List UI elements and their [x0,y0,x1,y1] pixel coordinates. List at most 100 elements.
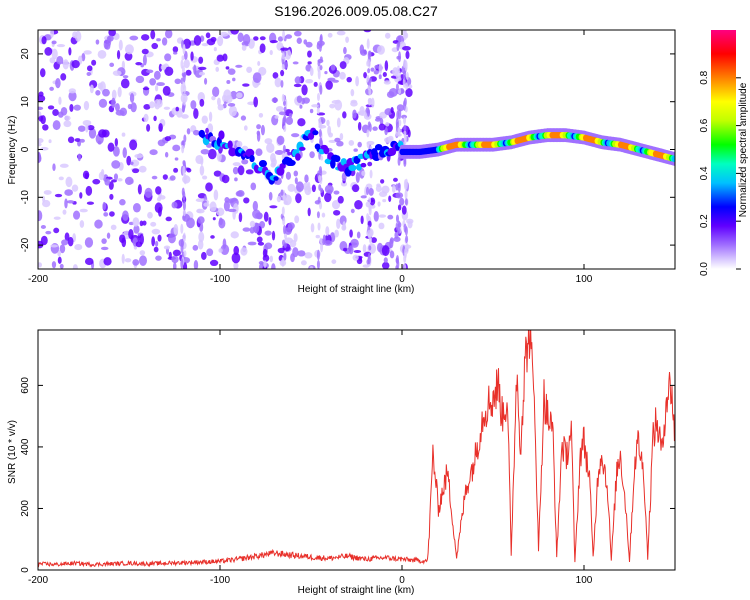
noise-blob [274,115,279,119]
chart-title: S196.2026.009.05.08.C27 [274,3,438,19]
noise-blob [149,149,158,156]
snr-frame [37,329,676,571]
noise-blob [56,55,64,65]
noise-blob [285,116,294,125]
noise-blob [329,103,336,109]
noise-blob [307,207,311,217]
noise-blob [253,96,258,108]
y-tick-label: -10 [20,190,31,205]
streak-blob [403,59,407,69]
noise-blob [362,264,370,268]
noise-blob [296,95,303,103]
noise-blob [315,234,321,239]
noise-blob [381,185,390,194]
noise-blob [156,99,163,108]
noise-blob [156,82,165,87]
noise-blob [174,78,181,85]
noise-blob [162,85,171,96]
noise-blob [307,50,312,58]
noise-blob [330,64,336,71]
streak-blob [182,72,186,83]
noise-blob [259,36,266,41]
noise-blob [190,51,194,61]
noise-blob [401,205,407,215]
noise-blob [71,60,80,69]
noise-blob [58,96,62,105]
noise-blob [57,250,62,257]
noise-blob [40,225,46,230]
noise-blob [359,106,365,116]
noise-blob [336,30,346,36]
noise-blob [106,232,111,239]
streak-blob [283,242,287,249]
x-tick-label: 0 [399,274,405,285]
colorbar: 0.0 0.2 0.4 0.6 0.8 Normalized spectral ampl… [699,30,749,276]
noise-blob [154,240,159,247]
noise-blob [142,220,147,226]
noise-blob [84,257,94,266]
noise-blob [271,263,276,269]
noise-blob [377,45,385,55]
colorbar-ticks: 0.0 0.2 0.4 0.6 0.8 [699,70,741,276]
streak-blob [320,241,324,253]
noise-blob [153,115,157,122]
streak-blob [180,223,184,234]
noise-blob [200,149,210,155]
noise-blob [124,52,133,61]
noise-blob [41,36,47,45]
noise-blob [309,151,315,159]
noise-blob [40,235,48,246]
noise-blob [332,79,339,83]
colorbar-tick-label: 0.8 [699,70,710,84]
noise-blob [133,225,140,234]
noise-blob [151,236,156,247]
noise-blob [124,258,132,263]
noise-blob [401,114,408,119]
noise-blob [82,119,92,126]
noise-blob [142,87,150,91]
noise-blob [202,175,208,180]
y-tick-label: 200 [20,500,31,517]
streak-blob [319,237,323,244]
noise-blob [385,122,390,127]
noise-blob [309,67,314,77]
ridge-core [671,155,675,163]
streak-blob [368,123,372,132]
noise-blob [372,126,378,131]
noise-blob [83,50,92,55]
streak-blob [319,137,323,145]
noise-blob [150,30,156,40]
streak-blob [283,252,287,261]
colorbar-tick-label: 0.2 [699,214,710,228]
streak-blob [405,178,409,190]
noise-blob [339,132,344,141]
noise-blob [357,141,362,148]
noise-blob [256,124,262,130]
streak-blob [180,242,184,254]
noise-blob [381,245,390,257]
noise-blob [158,123,163,132]
noise-blob [278,111,286,116]
noise-blob [313,81,318,87]
noise-blob [109,193,114,200]
noise-blob [352,109,357,119]
noise-blob [324,71,328,75]
noise-blob [74,30,82,42]
noise-blob [228,105,238,117]
noise-blob [305,41,313,48]
noise-blob [384,32,391,39]
band-blob [323,146,330,155]
noise-blob [276,195,282,203]
noise-blob [325,80,333,90]
noise-blob [336,117,341,128]
noise-blob [130,159,140,167]
noise-blob [44,47,53,56]
noise-blob [193,260,199,269]
noise-blob [64,115,71,121]
noise-blob [51,40,57,45]
noise-blob [58,176,64,181]
snr-y-axis-label: SNR (10 * v/v) [7,420,18,484]
noise-blob [85,185,93,196]
streak-blob [316,249,320,261]
snr-y-ticks: 0 200 400 600 [20,377,675,573]
